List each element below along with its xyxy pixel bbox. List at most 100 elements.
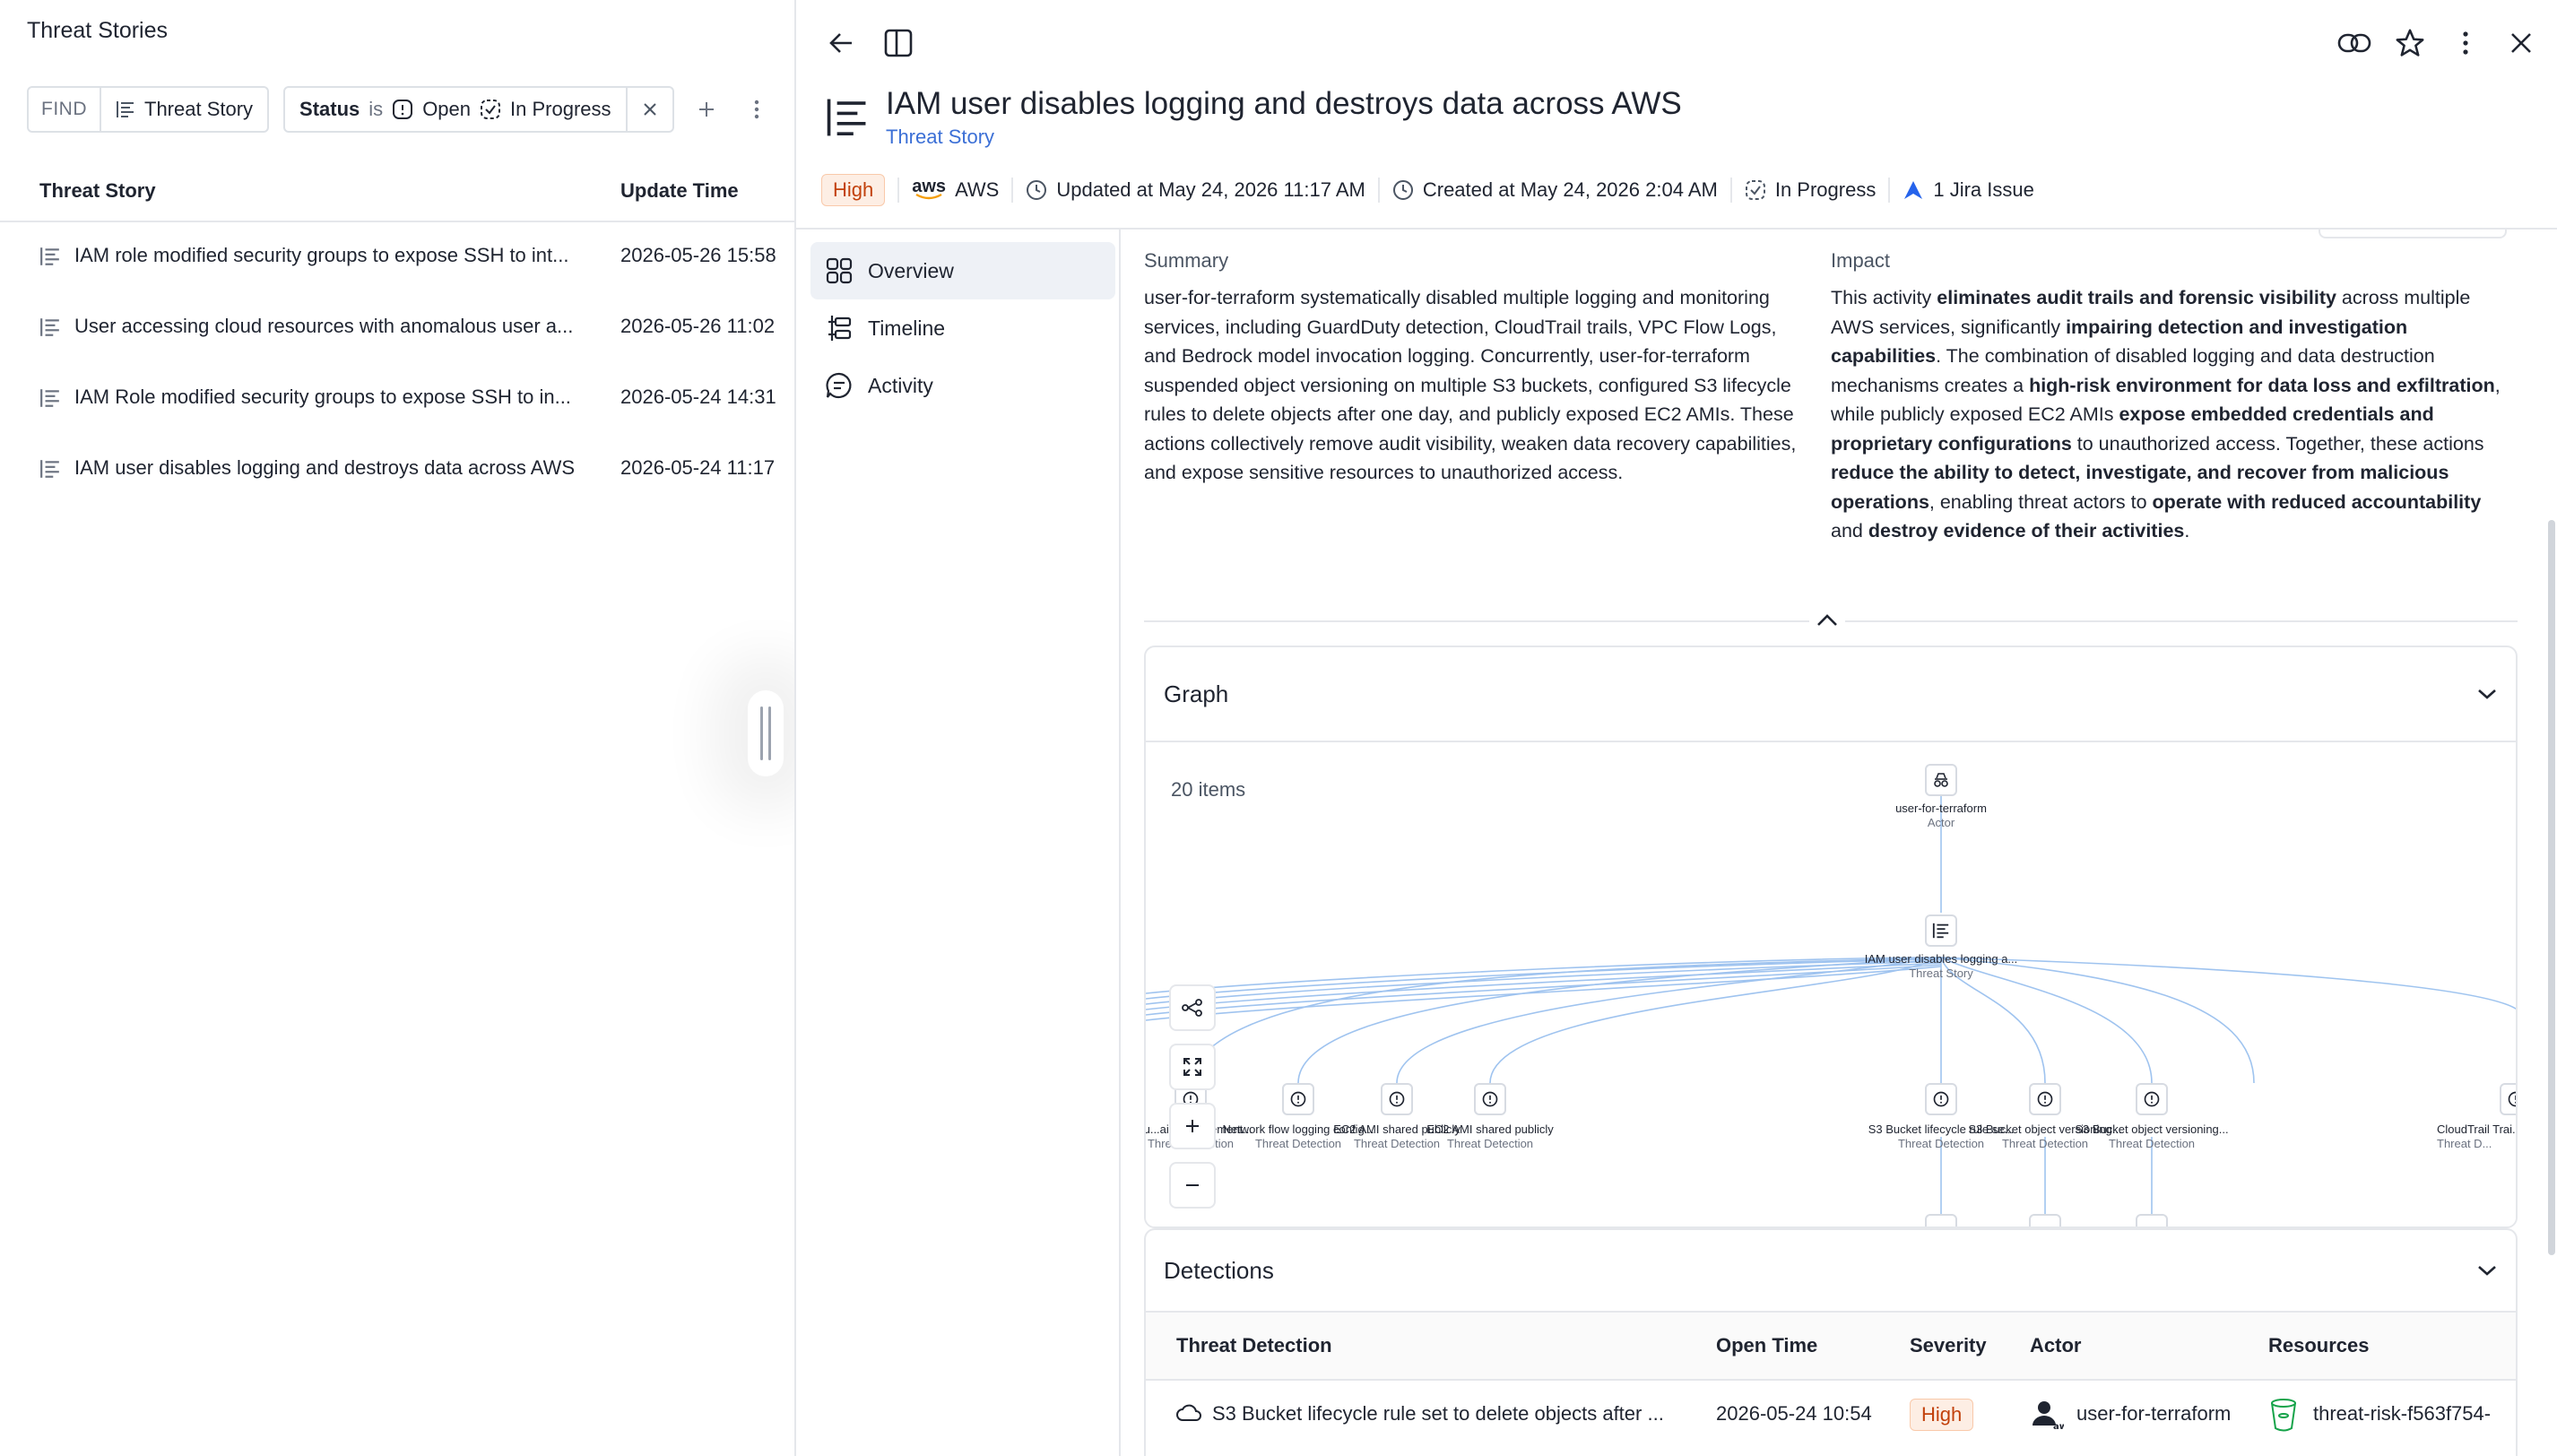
column-severity[interactable]: Severity bbox=[1910, 1334, 1987, 1356]
story-name: IAM role modified security groups to exp… bbox=[74, 244, 569, 266]
graph-header[interactable]: Graph bbox=[1146, 647, 2516, 742]
detection-open-time: 2026-05-24 10:54 bbox=[1716, 1402, 1872, 1425]
graph-title: Graph bbox=[1164, 680, 1229, 707]
status-operator: is bbox=[368, 98, 384, 120]
chat-icon bbox=[826, 372, 852, 399]
find-chip[interactable]: FIND Threat Story bbox=[27, 86, 270, 133]
close-panel-button[interactable] bbox=[2503, 25, 2539, 61]
favorite-button[interactable] bbox=[2392, 25, 2428, 61]
find-label: FIND bbox=[41, 99, 87, 119]
panel-title: Threat Stories bbox=[27, 18, 169, 43]
story-list-icon bbox=[116, 100, 135, 119]
story-update-time: 2026-05-26 11:02 bbox=[620, 315, 776, 337]
fit-view-button[interactable] bbox=[1169, 1044, 1216, 1090]
open-status-icon bbox=[392, 99, 413, 120]
column-threat-detection[interactable]: Threat Detection bbox=[1176, 1334, 1332, 1356]
impact-fragment: , enabling threat actors to bbox=[1929, 490, 2153, 513]
column-resources[interactable]: Resources bbox=[2268, 1334, 2370, 1356]
panel-divider bbox=[794, 0, 796, 1456]
jira-issue-link[interactable]: 1 Jira Issue bbox=[1888, 178, 2047, 203]
status-filter-chip[interactable]: Status is Open In Progress bbox=[283, 86, 674, 133]
user-icon: aws bbox=[2030, 1399, 2073, 1436]
alert-chat-icon bbox=[1482, 1091, 1498, 1107]
layout-button[interactable] bbox=[1169, 984, 1216, 1031]
summary-label: Summary bbox=[1144, 249, 1229, 272]
detection-node[interactable] bbox=[2029, 1083, 2061, 1115]
zoom-in-button[interactable] bbox=[1169, 1103, 1216, 1149]
copy-link-button[interactable] bbox=[2336, 25, 2372, 61]
impact-emphasis: expose embedded credentials and propriet… bbox=[1831, 403, 2434, 455]
in-progress-icon bbox=[1745, 180, 1765, 200]
table-row[interactable]: IAM Role modified security groups to exp… bbox=[0, 364, 794, 435]
detection-node[interactable] bbox=[2500, 1083, 2516, 1115]
zoom-out-button[interactable] bbox=[1169, 1162, 1216, 1209]
table-row[interactable]: IAM role modified security groups to exp… bbox=[0, 222, 794, 293]
graph-card: Graph bbox=[1144, 646, 2518, 1228]
collapse-summary-button[interactable] bbox=[1809, 606, 1845, 635]
graph-canvas[interactable]: 20 items user-for-terraform Actor IAM use… bbox=[1146, 742, 2516, 1226]
severity-badge: High bbox=[1910, 1399, 1974, 1431]
detection-node-label: S3 Bucket object versioning... Threat Det… bbox=[2075, 1122, 2229, 1150]
detection-node-label: EC2 AMI shared publicly Threat Detection bbox=[1426, 1122, 1554, 1150]
child-node[interactable] bbox=[1925, 1214, 1957, 1226]
close-icon bbox=[2511, 33, 2531, 53]
status-indicator[interactable]: In Progress bbox=[1729, 178, 1889, 203]
nav-divider bbox=[1119, 230, 1121, 1456]
back-button[interactable] bbox=[823, 25, 859, 61]
more-vertical-icon bbox=[754, 100, 758, 119]
nav-overview[interactable]: Overview bbox=[810, 242, 1115, 299]
add-filter-button[interactable] bbox=[689, 91, 724, 127]
entity-selector[interactable]: Threat Story bbox=[100, 88, 267, 131]
detection-node[interactable] bbox=[2136, 1083, 2168, 1115]
impact-emphasis: destroy evidence of their activities bbox=[1868, 520, 2185, 542]
content-scrollbar[interactable] bbox=[2544, 520, 2557, 1452]
impact-section: Impact This activity eliminates audit tr… bbox=[1831, 249, 2512, 546]
detection-node[interactable] bbox=[1381, 1083, 1413, 1115]
status-open-value: Open bbox=[422, 98, 472, 120]
column-open-time[interactable]: Open Time bbox=[1716, 1334, 1818, 1356]
nav-activity[interactable]: Activity bbox=[810, 357, 1115, 414]
detections-header[interactable]: Detections bbox=[1146, 1230, 2516, 1313]
story-detail-panel: IAM user disables logging and destroys d… bbox=[796, 0, 2557, 1456]
panel-resize-handle[interactable] bbox=[748, 690, 784, 776]
link-icon bbox=[2337, 33, 2371, 53]
plus-icon bbox=[698, 102, 714, 117]
plus-icon bbox=[1186, 1120, 1199, 1132]
impact-text: This activity eliminates audit trails an… bbox=[1831, 283, 2512, 546]
column-actor[interactable]: Actor bbox=[2030, 1334, 2082, 1356]
detection-node[interactable] bbox=[1474, 1083, 1506, 1115]
actor-node[interactable] bbox=[1925, 764, 1957, 796]
summary-section: Summary user-for-terraform systematicall… bbox=[1144, 249, 1807, 488]
column-update-time[interactable]: Update Time bbox=[620, 179, 739, 202]
detection-name: S3 Bucket lifecycle rule set to delete o… bbox=[1212, 1402, 1664, 1425]
table-row[interactable]: IAM user disables logging and destroys d… bbox=[0, 435, 794, 506]
child-node[interactable] bbox=[2136, 1214, 2168, 1226]
detection-node-label: EC2 AMI shared publicly Threat Detection bbox=[1333, 1122, 1461, 1150]
status-in-progress-value: In Progress bbox=[510, 98, 611, 120]
detection-node[interactable] bbox=[1925, 1083, 1957, 1115]
remove-filter-button[interactable] bbox=[625, 88, 672, 131]
story-node[interactable] bbox=[1925, 914, 1957, 947]
jira-icon bbox=[1904, 181, 1923, 199]
filter-more-button[interactable] bbox=[739, 91, 775, 127]
table-row[interactable]: S3 Bucket lifecycle rule set to delete o… bbox=[1146, 1381, 2516, 1452]
filter-bar: FIND Threat Story Status is Open bbox=[27, 86, 775, 133]
column-threat-story[interactable]: Threat Story bbox=[39, 179, 156, 202]
more-actions-button[interactable] bbox=[2448, 25, 2483, 61]
detection-node-label: Network flow logging config... Threat Det… bbox=[1222, 1122, 1374, 1150]
created-at: Created at May 24, 2026 2:04 AM bbox=[1377, 178, 1730, 203]
incognito-icon bbox=[1934, 773, 1948, 787]
stories-table-header: Threat Story Update Time bbox=[0, 169, 794, 222]
table-row[interactable]: User accessing cloud resources with anom… bbox=[0, 293, 794, 364]
detection-node[interactable] bbox=[1282, 1083, 1314, 1115]
alert-chat-icon bbox=[1290, 1091, 1306, 1107]
nav-timeline[interactable]: Timeline bbox=[810, 299, 1115, 357]
toggle-layout-button[interactable] bbox=[880, 25, 916, 61]
nav-label: Overview bbox=[868, 258, 954, 282]
story-name: User accessing cloud resources with anom… bbox=[74, 315, 574, 337]
created-text: Created at May 24, 2026 2:04 AM bbox=[1422, 178, 1718, 201]
graph-items-count: 20 items bbox=[1171, 778, 1246, 801]
impact-emphasis: reduce the ability to detect, investigat… bbox=[1831, 462, 2449, 513]
child-node[interactable] bbox=[2029, 1214, 2061, 1226]
story-type-link[interactable]: Threat Story bbox=[886, 126, 995, 148]
